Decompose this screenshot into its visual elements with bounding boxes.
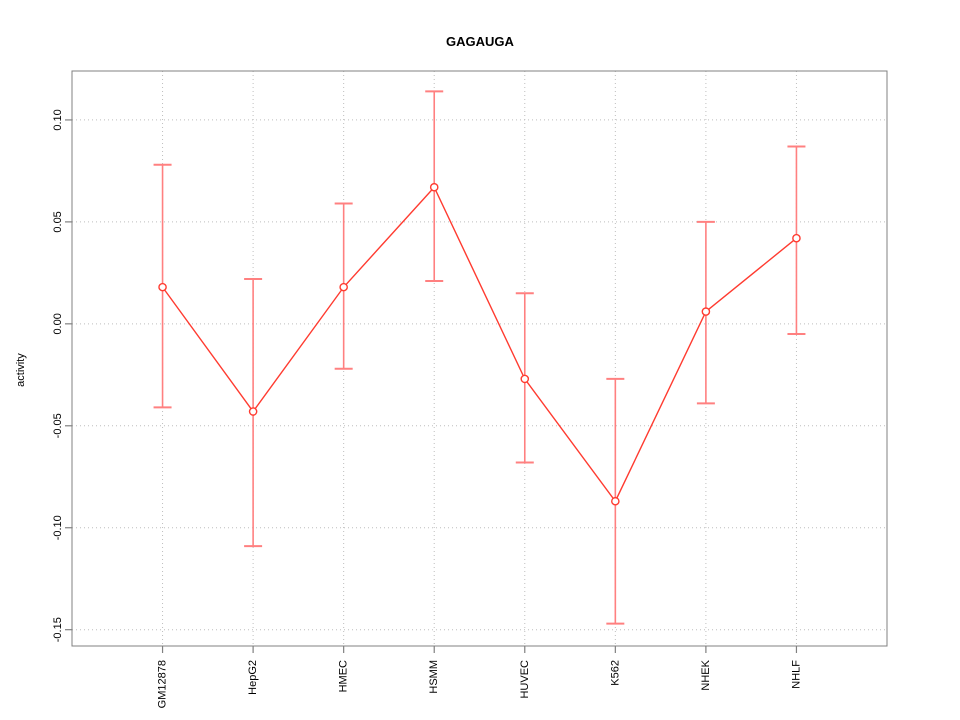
data-point-marker bbox=[429, 182, 439, 192]
data-point-marker bbox=[792, 233, 801, 243]
x-axis-category-label: HMEC bbox=[338, 660, 350, 692]
data-point-marker bbox=[611, 496, 620, 506]
x-axis-category-label: HepG2 bbox=[247, 660, 259, 695]
y-axis-tick-label: -0.15 bbox=[52, 617, 64, 642]
chart-title: GAGAUGA bbox=[446, 34, 515, 49]
y-axis-tick-label: 0.05 bbox=[52, 211, 64, 232]
x-axis-category-label: HUVEC bbox=[519, 660, 531, 699]
x-axis-category-label: K562 bbox=[609, 660, 621, 686]
y-axis-title: activity bbox=[15, 353, 27, 387]
data-point-marker bbox=[248, 407, 258, 416]
data-series-activity bbox=[153, 90, 806, 625]
x-axis-category-label: GM12878 bbox=[157, 660, 169, 708]
plot-border bbox=[71, 70, 888, 647]
y-axis-tick-label: 0.00 bbox=[52, 313, 64, 334]
y-axis: 0.10 0.05 0.00 -0.05 -0.10 -0.15 bbox=[52, 109, 72, 642]
x-axis-category-label: HSMM bbox=[428, 660, 440, 694]
y-axis-tick-label: 0.10 bbox=[52, 109, 64, 130]
data-point-marker bbox=[520, 374, 530, 384]
data-point-marker bbox=[701, 307, 711, 316]
y-axis-tick-label: -0.05 bbox=[52, 413, 64, 438]
x-axis-category-label: NHLF bbox=[790, 660, 802, 689]
x-axis: GM12878 HepG2 HMEC HSMM HUVEC K562 NHEK NHLF bbox=[157, 646, 802, 708]
y-axis-tick-label: -0.10 bbox=[52, 515, 64, 540]
x-axis-category-label: NHEK bbox=[700, 659, 712, 690]
series-line bbox=[161, 185, 797, 503]
data-point-marker bbox=[339, 282, 348, 292]
data-point-marker bbox=[158, 282, 167, 292]
